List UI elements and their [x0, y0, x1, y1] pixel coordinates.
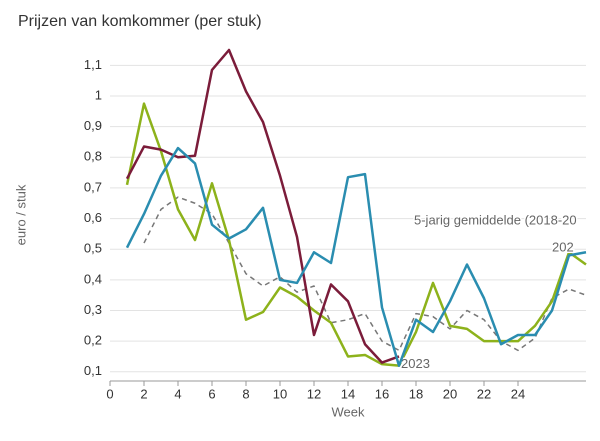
- y-tick-label: 0,5: [84, 241, 102, 256]
- y-tick-label: 0,3: [84, 302, 102, 317]
- x-tick-label: 4: [174, 386, 181, 401]
- x-tick-label: 6: [208, 386, 215, 401]
- y-tick-label: 0,6: [84, 210, 102, 225]
- x-tick-label: 24: [511, 386, 525, 401]
- y-tick-label: 0,4: [84, 271, 102, 286]
- y-tick-label: 0,1: [84, 363, 102, 378]
- x-tick-label: 14: [341, 386, 355, 401]
- x-tick-label: 18: [409, 386, 423, 401]
- y-tick-label: 0,7: [84, 179, 102, 194]
- x-axis-label: Week: [332, 404, 365, 419]
- y-tick-label: 0,8: [84, 149, 102, 164]
- y-tick-label: 0,2: [84, 333, 102, 348]
- series-line: [125, 146, 587, 367]
- series-label: 202: [552, 240, 574, 255]
- x-tick-label: 20: [443, 386, 457, 401]
- series-line: [125, 48, 400, 364]
- x-tick-label: 16: [375, 386, 389, 401]
- x-tick-label: 10: [273, 386, 287, 401]
- y-axis-label: euro / stuk: [13, 184, 28, 245]
- series-label: 2023: [401, 356, 430, 371]
- series-line: [143, 196, 587, 352]
- chart-title: Prijzen van komkommer (per stuk): [18, 13, 262, 30]
- x-tick-label: 0: [106, 386, 113, 401]
- series-label: 5-jarig gemiddelde (2018-20: [414, 213, 577, 228]
- x-tick-label: 2: [140, 386, 147, 401]
- x-tick-label: 8: [242, 386, 249, 401]
- y-tick-label: 0,9: [84, 118, 102, 133]
- y-tick-label: 1,1: [84, 57, 102, 72]
- y-tick-label: 1: [95, 87, 102, 102]
- x-tick-label: 12: [307, 386, 321, 401]
- x-tick-label: 22: [477, 386, 491, 401]
- series-line: [125, 102, 587, 367]
